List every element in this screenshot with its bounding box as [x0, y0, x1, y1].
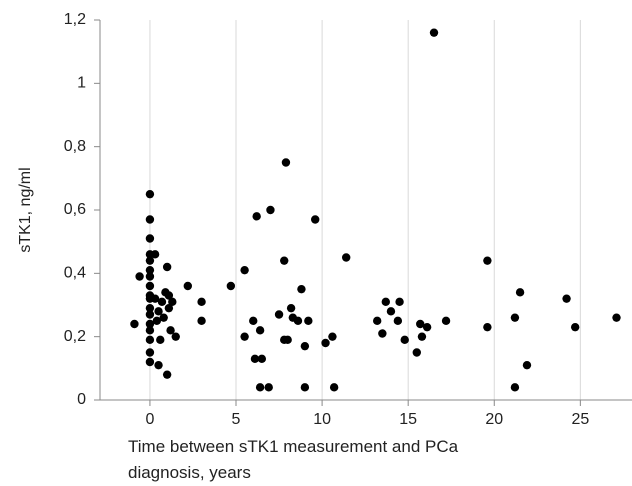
- point: [328, 332, 337, 341]
- point: [329, 383, 339, 392]
- point: [257, 354, 267, 364]
- point: [252, 212, 261, 221]
- point: [183, 281, 193, 291]
- point: [145, 215, 155, 224]
- point: [145, 189, 155, 199]
- y-tick-label: 1,2: [64, 11, 86, 28]
- point: [570, 322, 580, 332]
- x-tick-label: 10: [313, 411, 331, 428]
- point: [226, 281, 236, 291]
- point: [154, 307, 163, 316]
- point: [145, 348, 155, 357]
- point: [250, 354, 260, 364]
- point: [145, 310, 155, 319]
- point: [429, 28, 439, 37]
- y-tick-label: 0,8: [64, 138, 86, 155]
- point: [274, 310, 284, 319]
- point: [152, 316, 162, 326]
- point: [168, 297, 177, 307]
- x-tick-label: 25: [571, 411, 589, 428]
- point: [171, 332, 180, 341]
- point: [156, 335, 165, 345]
- y-tick-label: 0,6: [64, 201, 86, 218]
- point: [145, 281, 155, 291]
- y-tick-label: 0,4: [64, 265, 86, 282]
- point: [266, 205, 275, 215]
- point: [522, 360, 532, 370]
- point: [159, 313, 168, 322]
- point: [372, 316, 382, 326]
- point: [162, 370, 172, 379]
- x-tick-label: 0: [145, 411, 154, 428]
- point: [145, 357, 155, 367]
- point: [164, 303, 174, 313]
- point: [166, 326, 175, 335]
- point: [145, 326, 155, 335]
- point: [255, 383, 265, 392]
- point: [297, 284, 306, 294]
- point: [304, 316, 313, 326]
- point: [150, 250, 160, 259]
- x-tick-label: 5: [232, 411, 241, 428]
- point: [197, 316, 206, 326]
- point: [300, 341, 310, 351]
- point: [283, 335, 292, 345]
- point: [562, 294, 571, 303]
- y-axis-label: sTK1, ng/ml: [17, 167, 34, 252]
- point: [145, 272, 155, 281]
- point: [145, 303, 155, 313]
- point: [311, 215, 320, 224]
- point: [483, 322, 492, 332]
- point: [300, 383, 310, 392]
- y-tick-label: 0,2: [64, 328, 86, 345]
- point: [510, 383, 520, 392]
- point: [240, 332, 249, 341]
- point: [145, 256, 155, 265]
- point: [164, 291, 174, 300]
- point: [441, 316, 451, 326]
- point: [393, 316, 403, 326]
- chart: sTK1, ng/ml 0 5 10 15 20 25 0 0,2 0,4 0,6 0,8 1 1,2: [17, 11, 632, 428]
- x-axis-label: Time between sTK1 measurement and PCa di…: [128, 437, 459, 482]
- x-tick-label: 20: [485, 411, 503, 428]
- point: [240, 265, 249, 275]
- y-tick-label: 0: [77, 391, 86, 408]
- point: [321, 338, 330, 348]
- point: [395, 297, 404, 307]
- point: [286, 303, 296, 313]
- point: [157, 297, 167, 307]
- point: [412, 348, 421, 357]
- point: [417, 332, 427, 341]
- point: [135, 272, 144, 281]
- point: [197, 297, 206, 307]
- point: [293, 316, 303, 326]
- point: [145, 234, 155, 243]
- y-tick-label: 1: [77, 75, 86, 92]
- point: [342, 253, 351, 262]
- point: [483, 256, 492, 265]
- point: [162, 262, 172, 272]
- point: [280, 256, 289, 265]
- point: [154, 360, 163, 370]
- point: [378, 329, 387, 338]
- point: [145, 335, 155, 345]
- point: [400, 335, 409, 345]
- point: [145, 319, 155, 329]
- point: [264, 383, 273, 392]
- point: [249, 316, 258, 326]
- point: [386, 307, 396, 316]
- point: [381, 297, 390, 307]
- point: [416, 319, 425, 329]
- point: [510, 313, 520, 322]
- point: [612, 313, 621, 322]
- point: [515, 288, 525, 297]
- point: [255, 326, 265, 335]
- point: [422, 322, 432, 332]
- point: [130, 319, 139, 329]
- point: [145, 265, 155, 275]
- point: [150, 294, 160, 303]
- x-tick-label: 15: [399, 411, 417, 428]
- point: [281, 158, 291, 167]
